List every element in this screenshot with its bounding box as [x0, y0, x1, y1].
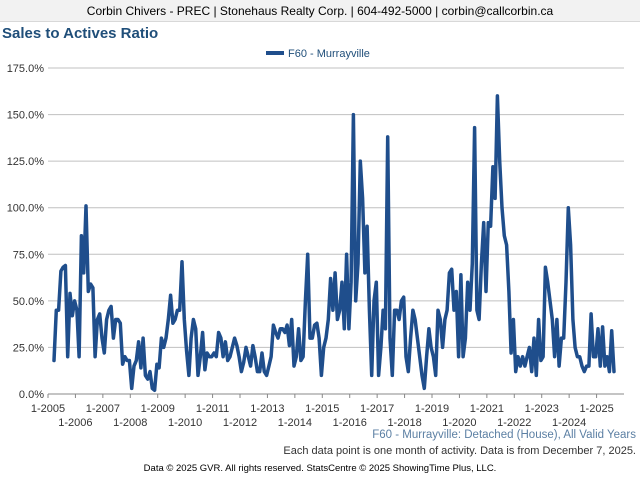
- y-tick-label: 150.0%: [7, 110, 45, 122]
- x-tick-label: 1-2012: [223, 417, 257, 429]
- x-tick-label: 1-2015: [305, 403, 339, 415]
- y-tick-label: 125.0%: [7, 156, 45, 168]
- y-tick-label: 25.0%: [13, 342, 44, 354]
- y-tick-label: 100.0%: [7, 203, 45, 215]
- x-tick-label: 1-2014: [278, 417, 312, 429]
- x-tick-label: 1-2008: [113, 417, 147, 429]
- x-tick-label: 1-2010: [168, 417, 202, 429]
- series-line-murrayville: [52, 94, 616, 393]
- x-axis-ticks: 1-2005 1-2007 1-2009 1-2011 1-2013 1-2015 1-20…: [31, 394, 614, 429]
- x-tick-label: 1-2024: [552, 417, 586, 429]
- y-tick-label: 0.0%: [19, 389, 44, 401]
- data-note: Each data point is one month of activity…: [283, 445, 636, 457]
- x-tick-label: 1-2019: [415, 403, 449, 415]
- chart-title: Sales to Actives Ratio: [2, 25, 159, 42]
- x-tick-label: 1-2022: [497, 417, 531, 429]
- x-tick-label: 1-2021: [470, 403, 504, 415]
- y-tick-label: 75.0%: [13, 249, 44, 261]
- x-tick-label: 1-2013: [250, 403, 284, 415]
- x-tick-label: 1-2020: [442, 417, 476, 429]
- x-tick-label: 1-2018: [387, 417, 421, 429]
- x-tick-label: 1-2011: [196, 403, 229, 415]
- x-tick-label: 1-2017: [360, 403, 394, 415]
- legend: F60 - Murrayville: [266, 48, 370, 60]
- copyright-footer: Data © 2025 GVR. All rights reserved. St…: [143, 463, 497, 474]
- x-tick-label: 1-2005: [31, 403, 65, 415]
- contact-header: Corbin Chivers - PREC | Stonehaus Realty…: [0, 0, 640, 22]
- grid-lines: [48, 67, 624, 395]
- y-tick-label: 175.0%: [7, 63, 45, 75]
- y-tick-label: 50.0%: [13, 296, 44, 308]
- x-tick-label: 1-2023: [525, 403, 559, 415]
- y-axis-ticks: 0.0% 25.0% 50.0% 75.0% 100.0% 125.0% 150.0% 175…: [7, 63, 45, 401]
- x-tick-label: 1-2025: [579, 403, 613, 415]
- x-tick-label: 1-2009: [141, 403, 175, 415]
- legend-label: F60 - Murrayville: [288, 48, 370, 60]
- x-tick-label: 1-2016: [333, 417, 367, 429]
- x-tick-label: 1-2006: [58, 417, 92, 429]
- x-tick-label: 1-2007: [86, 403, 120, 415]
- chart-subtitle: F60 - Murrayville: Detached (House), All…: [372, 429, 636, 441]
